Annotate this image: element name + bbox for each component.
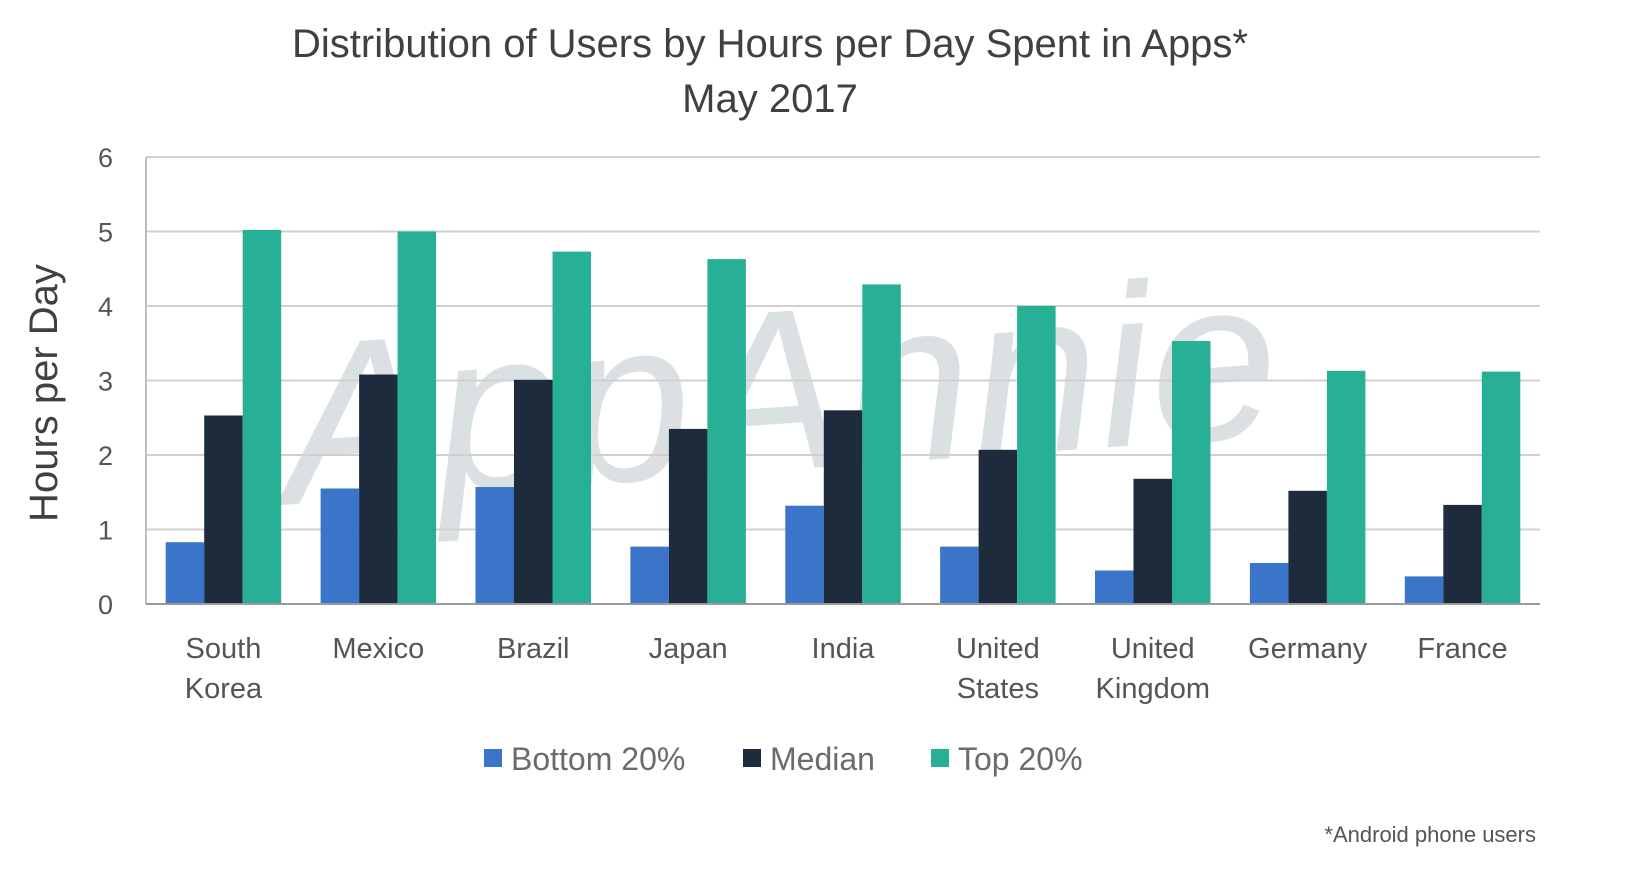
legend-label: Top 20% [958,741,1083,777]
bar [785,505,824,604]
x-category-label: South Korea [185,633,263,705]
y-axis-label: Hours per Day [22,264,66,522]
bar [1404,576,1444,604]
x-category-label-line: Kingdom [1096,673,1210,705]
x-category-label-line: France [1417,633,1507,665]
bar [1288,490,1327,604]
x-category-label: United States [956,633,1040,705]
legend-item: Median [743,741,875,777]
x-category-labels: South Korea Mexico Brazil Japan India United St… [185,633,1508,705]
bar [1249,563,1289,604]
axes [145,157,1540,605]
x-category-label: Germany [1248,633,1368,665]
bar [1172,341,1211,604]
bar [359,374,398,604]
x-category-label: Mexico [332,633,424,665]
y-tick-label: 0 [98,590,113,620]
x-category-label-line: Brazil [497,633,570,665]
bar [552,251,591,604]
bar [1443,504,1482,604]
footnote: *Android phone users [1324,822,1536,847]
bar [1017,306,1056,604]
bar [397,231,437,604]
x-category-label: France [1417,633,1507,665]
x-category-label: United Kingdom [1096,633,1210,705]
legend-swatch [484,749,502,767]
bar [165,542,205,604]
x-category-label-line: Japan [649,633,728,665]
x-category-label: Japan [649,633,728,665]
bar [940,546,979,604]
legend-swatch [931,749,949,767]
bar [1481,371,1521,604]
x-category-label: Brazil [497,633,570,665]
bar [320,488,360,604]
x-category-label-line: Germany [1248,633,1368,665]
bars [165,230,1521,604]
legend-swatch [743,749,761,767]
x-category-label-line: South [186,633,262,665]
bar [823,410,863,604]
y-tick-labels: 0 1 2 3 4 5 6 [98,143,113,620]
bar [978,449,1018,604]
y-tick-label: 1 [98,516,113,546]
x-category-label-line: States [957,673,1039,705]
x-category-label-line: United [1111,633,1195,665]
bar [668,428,708,604]
x-category-label-line: Korea [185,673,263,705]
x-category-label-line: India [812,633,876,665]
x-category-label-line: United [956,633,1040,665]
y-tick-label: 5 [98,218,113,248]
y-tick-label: 3 [98,367,113,397]
x-category-label: India [812,633,876,665]
y-tick-label: 6 [98,143,113,173]
bar [630,546,669,604]
y-tick-label: 2 [98,441,113,471]
chart-subtitle: May 2017 [682,77,858,121]
bar [1095,570,1134,604]
bar [242,230,282,604]
legend: Bottom 20% Median Top 20% [484,741,1083,777]
legend-item: Top 20% [931,741,1083,777]
legend-label: Median [770,741,875,777]
bar [514,379,553,604]
bar [204,415,243,604]
bar [707,259,746,604]
chart-title: Distribution of Users by Hours per Day S… [292,22,1248,66]
bar [862,284,901,604]
bar [1326,370,1366,604]
bar [475,487,514,604]
y-tick-label: 4 [98,292,113,322]
legend-item: Bottom 20% [484,741,685,777]
legend-label: Bottom 20% [511,741,685,777]
x-category-label-line: Mexico [332,633,424,665]
bar [1133,478,1172,604]
